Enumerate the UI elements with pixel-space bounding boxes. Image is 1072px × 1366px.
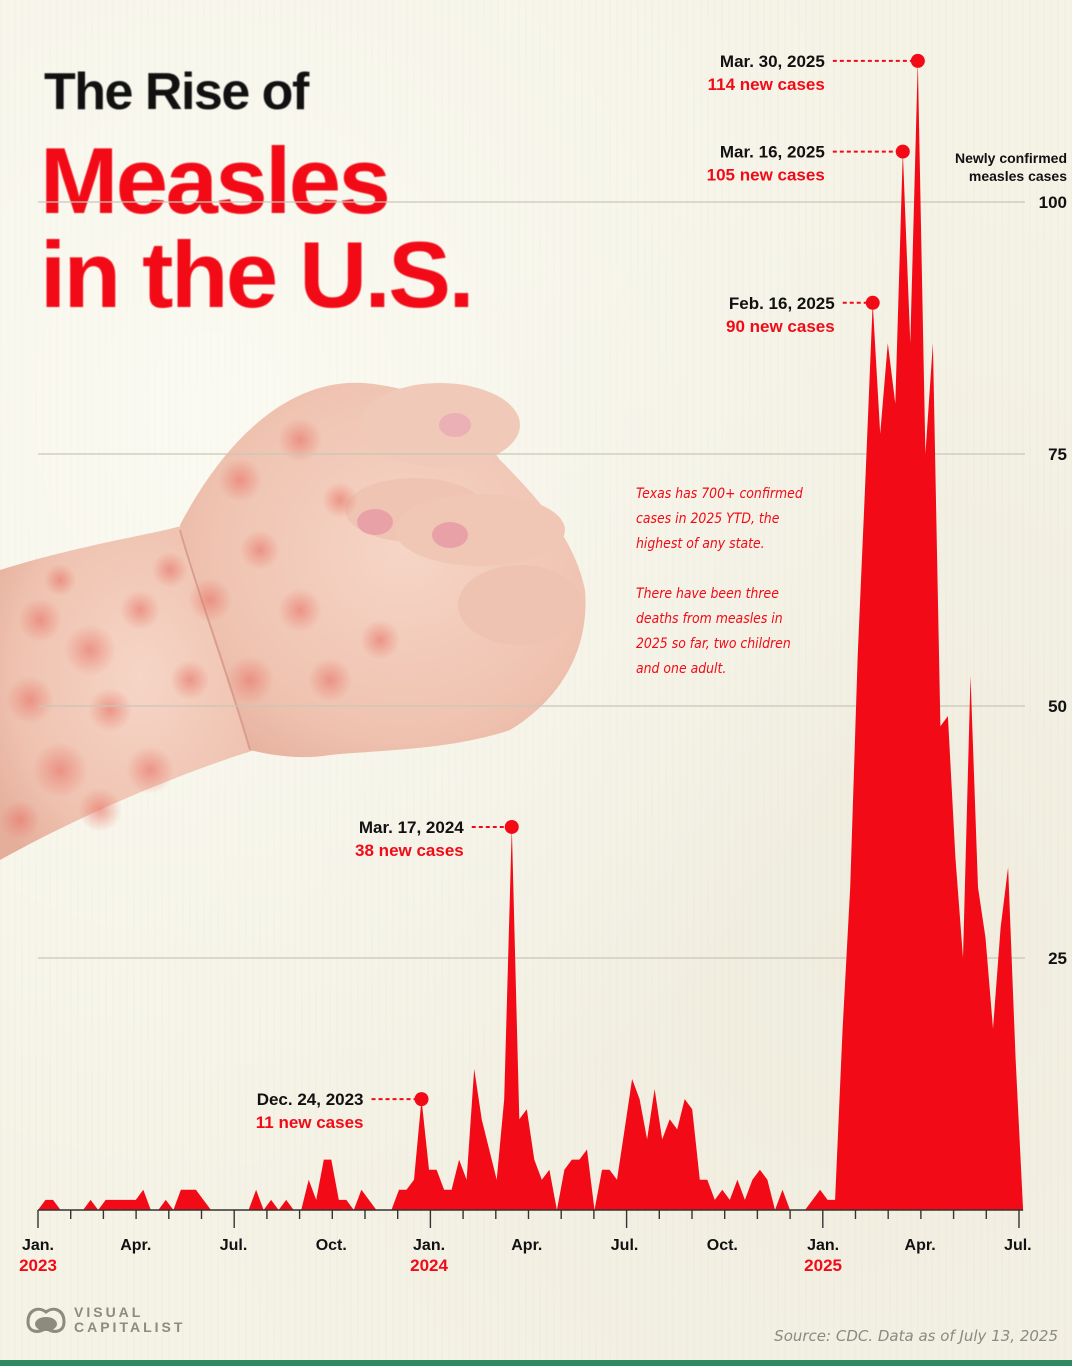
x-tick-label: Jul. <box>1004 1237 1032 1254</box>
annotation-marker <box>414 1092 429 1107</box>
annotation-value: 11 new cases <box>256 1113 364 1132</box>
title-line-2: Measles <box>40 128 391 233</box>
x-tick-label: Jan. <box>807 1237 839 1254</box>
logo-text-line-2: CAPITALIST <box>74 1319 186 1335</box>
x-tick-label: Apr. <box>511 1237 542 1254</box>
hand-rash-photo <box>0 350 600 870</box>
annotation-value: 105 new cases <box>707 166 825 185</box>
x-tick-label: Apr. <box>120 1237 151 1254</box>
annotation-marker <box>895 144 910 159</box>
x-tick-label: Jan. <box>22 1237 54 1254</box>
annotation-value: 114 new cases <box>708 75 825 94</box>
x-tick-label: Jul. <box>611 1237 639 1254</box>
logo-icon <box>26 1307 66 1333</box>
logo-text-line-1: VISUAL <box>74 1304 144 1320</box>
x-year-label: 2024 <box>410 1256 448 1275</box>
title-line-1: The Rise of <box>44 63 309 121</box>
y-tick-label-50: 50 <box>1048 697 1067 716</box>
x-tick-label: Jan. <box>413 1237 445 1254</box>
x-tick-label: Apr. <box>905 1237 936 1254</box>
y-tick-label-25: 25 <box>1048 949 1067 968</box>
annotation-marker <box>865 295 880 310</box>
annotation-date: Dec. 24, 2023 <box>257 1090 364 1109</box>
annotation-value: 90 new cases <box>726 317 835 336</box>
cases-area <box>38 60 1024 1210</box>
y-axis-title-line-2: measles cases <box>969 168 1067 184</box>
note-paragraph-deaths: There have been three deaths from measle… <box>636 586 791 677</box>
y-tick-label-100: 100 <box>1039 193 1067 212</box>
y-tick-label-75: 75 <box>1048 445 1067 464</box>
annotation-marker <box>504 819 519 834</box>
x-tick-label: Jul. <box>220 1237 248 1254</box>
annotation-marker <box>910 53 925 68</box>
y-axis-title-line-1: Newly confirmed <box>955 150 1067 166</box>
annotation-date: Feb. 16, 2025 <box>729 294 835 313</box>
title-line-3: in the U.S. <box>40 222 475 327</box>
source-note: Source: CDC. Data as of July 13, 2025 <box>774 1327 1058 1345</box>
annotation-date: Mar. 16, 2025 <box>720 143 825 162</box>
note-paragraph-texas: Texas has 700+ confirmed cases in 2025 Y… <box>636 486 803 552</box>
annotation-value: 38 new cases <box>355 841 464 860</box>
visual-capitalist-logo: VISUAL CAPITALIST <box>24 1304 185 1336</box>
x-tick-label: Oct. <box>707 1237 738 1254</box>
annotation-date: Mar. 30, 2025 <box>720 52 825 71</box>
x-tick-label: Oct. <box>316 1237 347 1254</box>
annotation-note: Texas has 700+ confirmed cases in 2025 Y… <box>636 482 817 707</box>
footer-bar <box>0 1360 1072 1366</box>
x-year-label: 2025 <box>804 1256 842 1275</box>
annotation-date: Mar. 17, 2024 <box>359 818 464 837</box>
x-year-label: 2023 <box>19 1256 57 1275</box>
